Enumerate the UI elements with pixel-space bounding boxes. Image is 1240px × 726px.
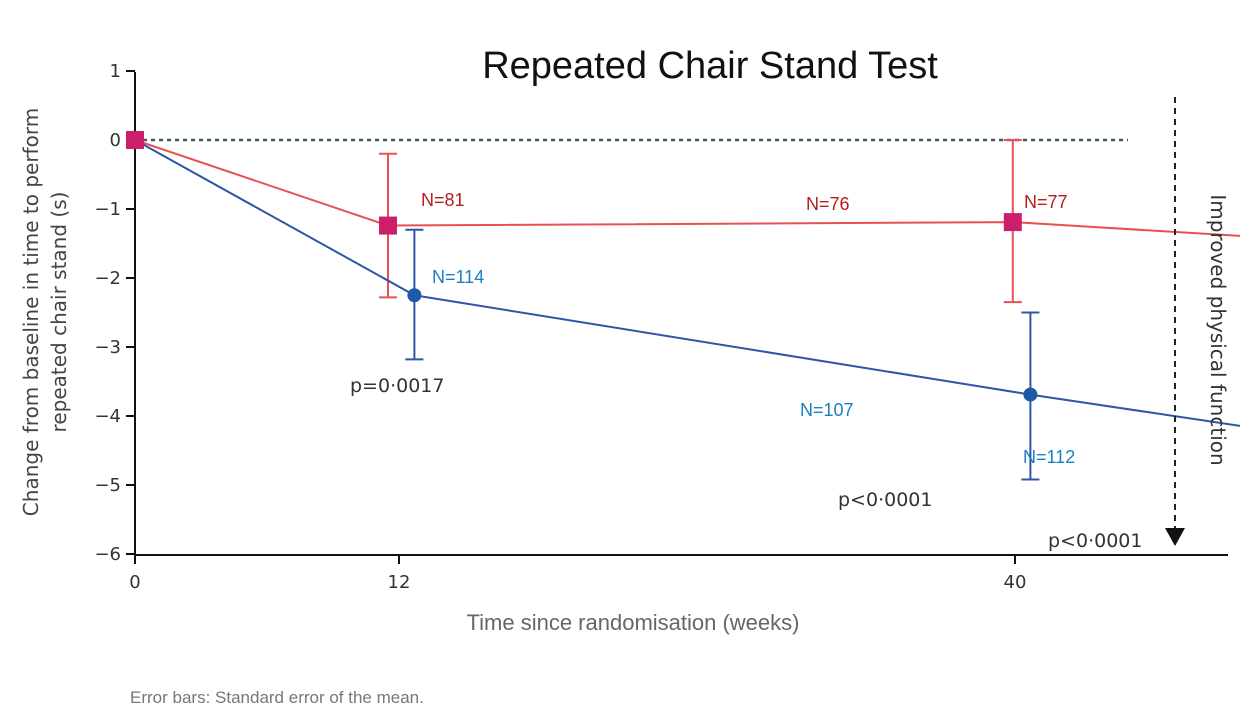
n-label: N=77 [1024,192,1068,212]
n-label: N=76 [806,194,850,214]
improvement-annotation: Improved physical function [1206,194,1230,465]
p-value-label: p=0·0017 [350,375,444,397]
label-layer: N=81 N=76 N=77 N=114 N=107 N=112 p=0·0017 p<0·0… [350,190,1142,552]
footnote: Error bars: Standard error of the mean. [130,688,424,707]
y-tick-label: −1 [94,199,121,220]
y-tick-label: 1 [110,61,121,82]
n-label: N=107 [800,400,854,420]
y-tick-label: −2 [94,268,121,289]
y-tick-label: 0 [110,130,121,151]
x-axis-label: Time since randomisation (weeks) [467,610,800,635]
x-tick-label: 40 [1004,572,1027,593]
data-point-circle [1023,387,1038,402]
improvement-arrow-head [1165,528,1185,546]
y-axis-label-line1: Change from baseline in time to perform [19,108,43,516]
n-label: N=81 [421,190,465,210]
p-value-label: p<0·0001 [838,489,932,511]
data-point-square [126,131,144,149]
y-tick-label: −3 [94,337,121,358]
x-tick-label: 12 [388,572,411,593]
series-0-line [134,139,1240,237]
chart-title: Repeated Chair Stand Test [482,45,938,87]
data-point-square [1003,213,1022,232]
series-1-line [134,139,1240,427]
series-layer [126,131,1240,481]
n-label: N=112 [1023,447,1075,467]
x-axis: 0124052 [129,554,1228,593]
chart-svg: Repeated Chair Stand Test 1 0 −1 −2 −3 −4 −5 −6… [19,45,1240,635]
y-axis-label-line2: repeated chair stand (s) [47,192,71,433]
data-point-square [379,216,397,235]
y-tick-label: −6 [94,544,121,565]
data-point-circle [407,288,422,303]
y-axis: 1 0 −1 −2 −3 −4 −5 −6 [94,61,136,565]
y-tick-label: −5 [94,475,121,496]
p-value-label: p<0·0001 [1048,530,1142,552]
y-tick-label: −4 [94,406,121,427]
n-label: N=114 [432,267,484,287]
x-tick-label: 0 [129,572,140,593]
